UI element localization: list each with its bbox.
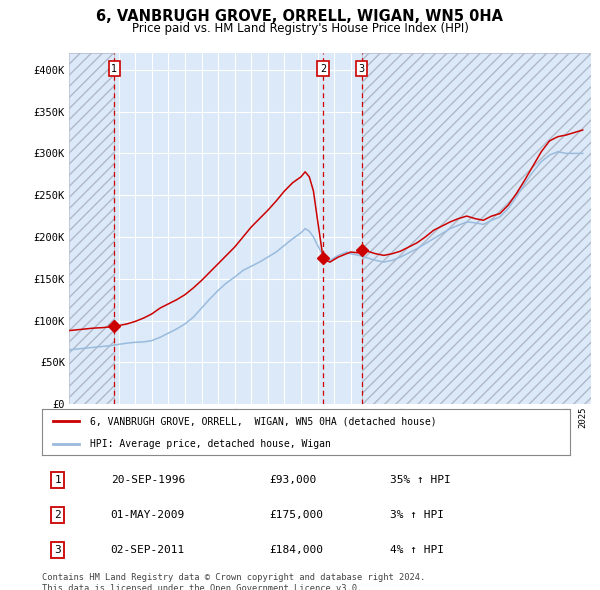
Text: £184,000: £184,000 xyxy=(269,545,323,555)
Text: 1: 1 xyxy=(55,475,61,485)
Text: Price paid vs. HM Land Registry's House Price Index (HPI): Price paid vs. HM Land Registry's House … xyxy=(131,22,469,35)
Text: 2: 2 xyxy=(320,64,326,74)
Text: 2: 2 xyxy=(55,510,61,520)
Text: 01-MAY-2009: 01-MAY-2009 xyxy=(110,510,185,520)
Text: £175,000: £175,000 xyxy=(269,510,323,520)
Text: 20-SEP-1996: 20-SEP-1996 xyxy=(110,475,185,485)
Text: 02-SEP-2011: 02-SEP-2011 xyxy=(110,545,185,555)
Text: 3% ↑ HPI: 3% ↑ HPI xyxy=(391,510,445,520)
Text: 35% ↑ HPI: 35% ↑ HPI xyxy=(391,475,451,485)
Text: 6, VANBRUGH GROVE, ORRELL, WIGAN, WN5 0HA: 6, VANBRUGH GROVE, ORRELL, WIGAN, WN5 0H… xyxy=(97,9,503,24)
Text: HPI: Average price, detached house, Wigan: HPI: Average price, detached house, Wiga… xyxy=(89,438,331,448)
Text: £93,000: £93,000 xyxy=(269,475,316,485)
Bar xyxy=(69,53,114,404)
Text: 6, VANBRUGH GROVE, ORRELL,  WIGAN, WN5 0HA (detached house): 6, VANBRUGH GROVE, ORRELL, WIGAN, WN5 0H… xyxy=(89,417,436,427)
Bar xyxy=(362,53,591,404)
Text: 4% ↑ HPI: 4% ↑ HPI xyxy=(391,545,445,555)
Text: 1: 1 xyxy=(111,64,117,74)
Text: Contains HM Land Registry data © Crown copyright and database right 2024.
This d: Contains HM Land Registry data © Crown c… xyxy=(42,573,425,590)
Text: 3: 3 xyxy=(359,64,365,74)
Text: 3: 3 xyxy=(55,545,61,555)
